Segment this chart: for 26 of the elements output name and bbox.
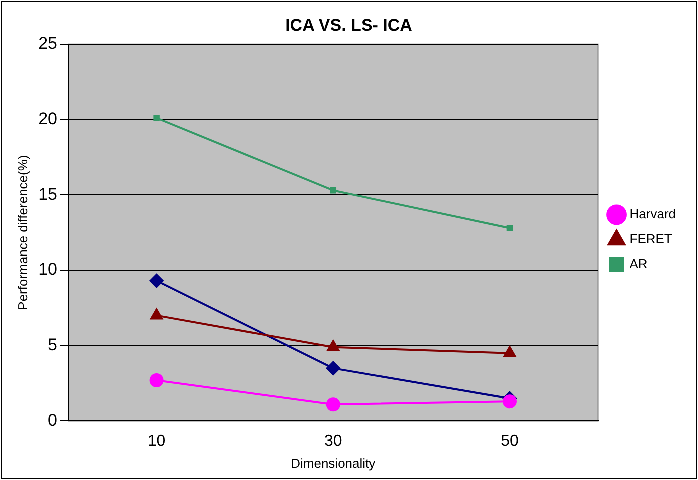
y-axis-title: Performance difference(%) xyxy=(15,155,30,310)
point xyxy=(502,394,517,409)
x-axis-title: Dimensionality xyxy=(291,456,376,471)
x-tick-label: 50 xyxy=(501,433,519,450)
y-tick-label: 0 xyxy=(48,410,58,430)
point xyxy=(504,346,516,358)
y-tick-label: 5 xyxy=(48,336,58,355)
y-tick-label: 25 xyxy=(38,34,58,54)
y-tick-label: 20 xyxy=(38,109,58,128)
y-tick-label: 10 xyxy=(38,260,58,280)
x-tick-label: 10 xyxy=(148,433,166,450)
x-tick-label: 30 xyxy=(324,433,342,450)
point xyxy=(326,398,340,412)
legend-label: Harvard xyxy=(630,206,676,222)
point xyxy=(150,374,164,388)
point xyxy=(327,340,340,352)
point xyxy=(326,361,340,376)
legend-label: AR xyxy=(630,256,648,272)
point xyxy=(154,115,160,122)
point xyxy=(150,308,163,320)
legend-label: FERET xyxy=(630,232,672,247)
point xyxy=(506,225,514,232)
point xyxy=(150,274,164,288)
point xyxy=(330,187,337,194)
y-tick-label: 15 xyxy=(38,184,58,204)
chart-title: ICA VS. LS- ICA xyxy=(286,16,412,35)
